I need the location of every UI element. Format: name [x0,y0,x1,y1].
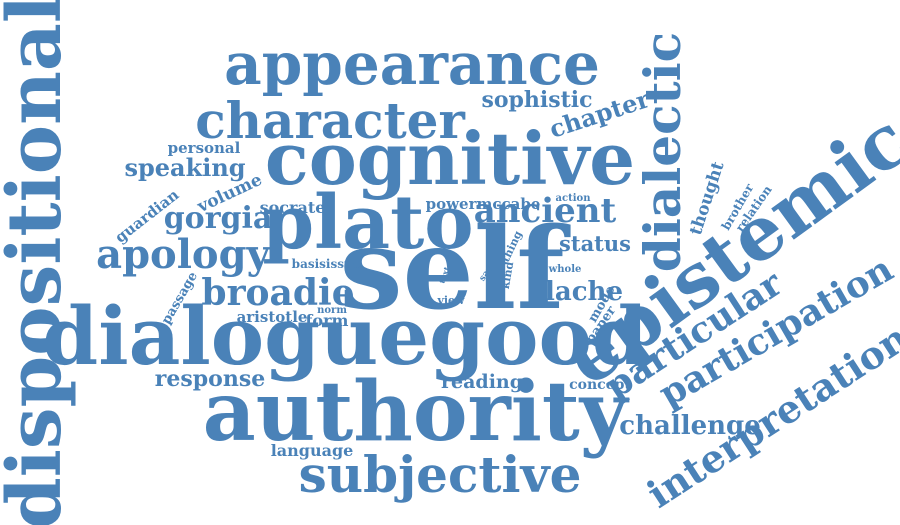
word-gorgia: gorgia [164,201,273,236]
word-concept: concept [569,377,631,393]
word-dispositional: dispositional [0,0,78,525]
word-sophistic: sophistic [481,87,592,113]
word-ancient: ancient [474,191,617,231]
word-status: status [559,231,631,256]
word-subjective: subjective [299,445,582,504]
word-speaking: speaking [124,153,245,182]
word-socrates: socrates [260,198,335,217]
word-appearance: appearance [224,30,600,98]
word-challenge: challenge [619,411,761,441]
word-aristotle: aristotle [237,308,308,326]
word-basisissue: basisissue [292,257,361,271]
word-self: self [339,204,571,335]
word-norm: norm [317,305,347,316]
word-action: action [556,193,592,204]
word-personal: personal [168,139,241,157]
word-form: form [306,311,349,330]
word-authority: authority [203,364,630,460]
word-response: response [155,366,265,392]
word-cognitive: cognitive [265,116,635,201]
word-character: character [195,91,465,150]
word-whole: whole [548,264,582,275]
word-lache: lache [545,277,623,307]
word-dialoguegood: dialoguegood [42,289,648,383]
word-broadie: broadie [201,272,354,314]
word-powermccabe: powermccabe [426,195,541,213]
word-kind: kind [499,260,517,290]
word-reading: reading [441,371,523,393]
word-language: language [271,441,354,460]
word-view: view [436,294,465,307]
word-apology: apology [96,231,271,278]
word-plato: plato [262,180,473,266]
word-dialectic: dialectic [633,32,692,272]
